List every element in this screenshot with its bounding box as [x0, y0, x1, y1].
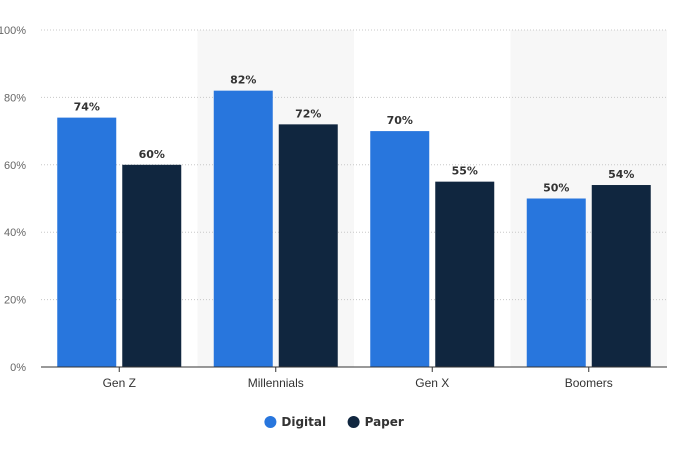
bar-digital[interactable]: [370, 131, 430, 367]
bar-series: [57, 90, 651, 368]
bar-paper[interactable]: [278, 124, 338, 367]
bar-paper[interactable]: [435, 181, 495, 367]
data-labels: 74% 60% 82% 72% 70% 55% 50% 54%: [74, 74, 635, 195]
data-label: 74%: [74, 101, 100, 114]
y-axis: 0% 20% 40% 60% 80% 100%: [0, 25, 26, 374]
legend-label: Digital: [281, 415, 326, 429]
y-tick-label: 40%: [4, 227, 26, 239]
data-label: 54%: [608, 168, 634, 181]
x-tick-label: Millennials: [248, 376, 304, 390]
y-tick-label: 20%: [4, 295, 26, 307]
data-label: 72%: [295, 107, 321, 120]
y-gridlines: [41, 29, 667, 301]
data-label: 82%: [230, 74, 256, 87]
y-tick-label: 60%: [4, 160, 26, 172]
data-label: 70%: [387, 114, 413, 127]
data-label: 50%: [543, 182, 569, 195]
legend-item-digital[interactable]: Digital: [264, 415, 326, 429]
x-tick-label: Gen Z: [103, 376, 136, 390]
y-tick-label: 80%: [4, 92, 26, 104]
x-axis: Gen Z Millennials Gen X Boomers: [41, 366, 667, 390]
legend-item-paper[interactable]: Paper: [347, 415, 404, 429]
data-label: 55%: [452, 165, 478, 178]
y-tick-label: 0%: [10, 362, 26, 374]
legend-marker: [264, 416, 277, 428]
data-label: 60%: [139, 148, 165, 161]
x-tick-label: Gen X: [415, 376, 449, 390]
y-tick-label: 100%: [0, 25, 26, 37]
bar-digital[interactable]: [213, 90, 273, 367]
legend-marker: [347, 416, 360, 428]
bar-digital[interactable]: [57, 117, 117, 368]
x-tick-label: Boomers: [565, 376, 613, 390]
bar-paper[interactable]: [591, 185, 651, 367]
legend-label: Paper: [365, 415, 404, 429]
bar-digital[interactable]: [526, 198, 586, 368]
bar-paper[interactable]: [122, 164, 182, 367]
legend: Digital Paper: [264, 415, 404, 429]
